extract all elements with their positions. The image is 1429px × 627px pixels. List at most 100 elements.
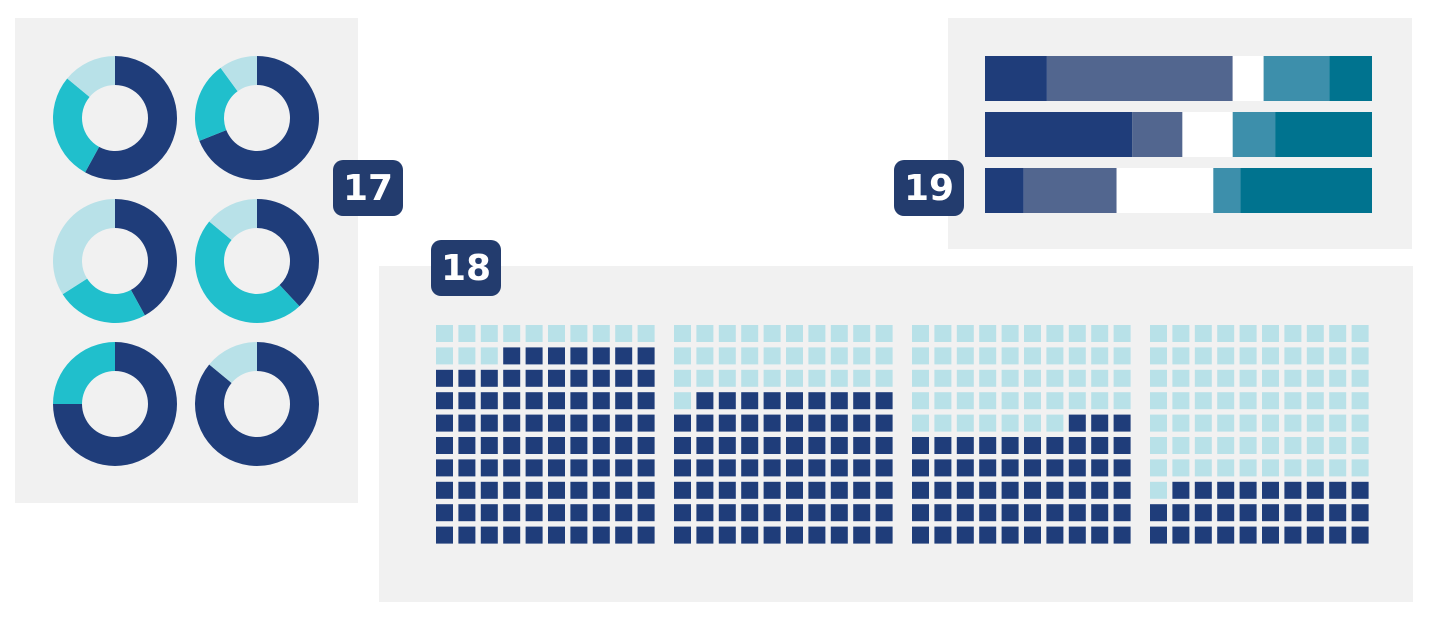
waffle-3-cell — [934, 392, 952, 410]
waffle-1-cell — [525, 504, 543, 522]
waffle-2-cell — [875, 481, 893, 499]
donut-6-slice-2 — [209, 342, 257, 383]
waffle-3-cell — [956, 526, 974, 544]
waffle-4-cell — [1239, 504, 1257, 522]
waffle-2-cell — [853, 437, 871, 454]
waffle-1-cell — [525, 481, 543, 499]
waffle-3-cell — [979, 325, 997, 342]
waffle-4-cell — [1239, 481, 1257, 499]
waffle-4-cell — [1262, 392, 1279, 410]
waffle-2-cell — [741, 481, 759, 499]
waffle-3-cell — [1001, 481, 1019, 499]
waffle-2-cell — [808, 414, 826, 432]
waffle-3-cell — [1113, 526, 1131, 544]
donut-4-slice-1 — [257, 199, 319, 307]
waffle-3-cell — [1001, 347, 1019, 365]
waffle-3-cell — [1046, 414, 1064, 432]
waffle-3-cell — [979, 347, 997, 365]
waffle-1-cell — [480, 392, 498, 410]
waffle-4-cell — [1217, 369, 1235, 387]
waffle-2-cell — [763, 369, 781, 387]
bar-3-segment-4 — [1213, 168, 1241, 213]
waffle-4-cell — [1217, 504, 1235, 522]
waffle-1-cell — [436, 347, 453, 365]
donut-chart-group — [52, 55, 320, 466]
donut-4-slice-2 — [195, 221, 300, 323]
waffle-1-cell — [592, 504, 610, 522]
waffle-chart-group — [436, 325, 1369, 544]
waffle-3-cell — [912, 347, 929, 365]
waffle-1-cell — [436, 414, 453, 432]
waffle-3-cell — [1113, 369, 1131, 387]
waffle-3-cell — [912, 504, 929, 522]
waffle-2-cell — [808, 369, 826, 387]
donut-2-slice-1 — [199, 56, 320, 180]
waffle-3-cell — [956, 504, 974, 522]
waffle-2-cell — [853, 526, 871, 544]
waffle-1-cell — [525, 347, 543, 365]
donut-1-slice-3 — [67, 55, 115, 97]
waffle-3-cell — [1046, 325, 1064, 342]
waffle-3-cell — [1091, 347, 1109, 365]
waffle-1-cell — [570, 347, 588, 365]
waffle-1-cell — [592, 325, 610, 342]
waffle-1-cell — [503, 414, 521, 432]
waffle-2-cell — [853, 414, 871, 432]
waffle-1-cell — [570, 459, 588, 477]
waffle-2-cell — [741, 437, 759, 454]
waffle-4-cell — [1217, 347, 1235, 365]
waffle-4-cell — [1351, 325, 1369, 342]
waffle-2-cell — [674, 369, 691, 387]
waffle-1-cell — [548, 437, 565, 454]
waffle-2-cell — [696, 392, 714, 410]
waffle-1-cell — [525, 526, 543, 544]
waffle-3-cell — [956, 369, 974, 387]
waffle-2-cell — [875, 325, 893, 342]
waffle-3-cell — [1068, 481, 1086, 499]
waffle-3-cell — [1068, 437, 1086, 454]
waffle-4-cell — [1262, 437, 1279, 454]
waffle-4-cell — [1172, 437, 1190, 454]
waffle-4-cell — [1329, 369, 1347, 387]
waffle-2-cell — [808, 437, 826, 454]
waffle-1-cell — [525, 437, 543, 454]
waffle-3-cell — [1001, 437, 1019, 454]
waffle-3-cell — [1046, 347, 1064, 365]
waffle-2-cell — [718, 437, 736, 454]
waffle-4-cell — [1284, 325, 1302, 342]
waffle-4-cell — [1329, 459, 1347, 477]
waffle-4-cell — [1150, 392, 1167, 410]
waffle-1-cell — [637, 392, 655, 410]
waffle-1-cell — [503, 325, 521, 342]
waffle-3-cell — [912, 369, 929, 387]
waffle-2-cell — [786, 504, 803, 522]
waffle-3-cell — [1024, 459, 1041, 477]
waffle-2-cell — [696, 414, 714, 432]
waffle-4-cell — [1239, 459, 1257, 477]
waffle-1-cell — [615, 526, 633, 544]
waffle-1-cell — [436, 459, 453, 477]
waffle-1-cell — [480, 325, 498, 342]
waffle-4-cell — [1284, 347, 1302, 365]
waffle-4-cell — [1172, 526, 1190, 544]
waffle-4-cell — [1351, 481, 1369, 499]
waffle-4-cell — [1150, 459, 1167, 477]
waffle-3-cell — [1091, 325, 1109, 342]
waffle-1-cell — [592, 414, 610, 432]
waffle-4-cell — [1239, 437, 1257, 454]
waffle-1-cell — [436, 392, 453, 410]
waffle-2-cell — [875, 526, 893, 544]
waffle-1-cell — [570, 481, 588, 499]
waffle-3-cell — [934, 504, 952, 522]
waffle-1-cell — [525, 414, 543, 432]
waffle-2-cell — [718, 414, 736, 432]
bar-2-segment-2 — [1132, 112, 1183, 157]
waffle-3-cell — [979, 414, 997, 432]
waffle-3-cell — [1091, 504, 1109, 522]
waffle-3-cell — [1091, 392, 1109, 410]
waffle-2-cell — [696, 504, 714, 522]
waffle-1-cell — [503, 459, 521, 477]
waffle-4-cell — [1284, 504, 1302, 522]
waffle-3-cell — [1024, 392, 1041, 410]
waffle-4-cell — [1262, 347, 1279, 365]
